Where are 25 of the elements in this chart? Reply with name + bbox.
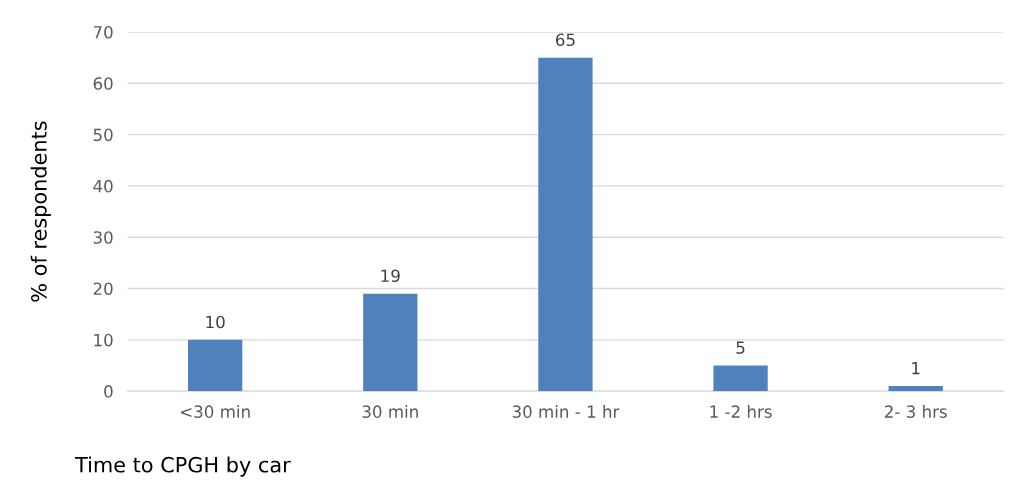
data-label: 10 — [206, 315, 225, 329]
x-tick-label: <30 min — [180, 405, 250, 418]
bar — [188, 339, 243, 392]
y-tick-label: 0 — [104, 385, 113, 398]
y-tick-label: 50 — [93, 128, 113, 142]
x-tick-label: 30 min — [362, 405, 418, 418]
data-label: 19 — [381, 269, 400, 283]
bar — [363, 293, 418, 392]
y-tick-label: 60 — [93, 77, 113, 90]
y-tick-label: 40 — [93, 179, 113, 193]
x-tick-label: 2- 3 hrs — [884, 405, 947, 418]
data-label: 1 — [912, 362, 920, 375]
x-axis-title: Time to CPGH by car — [74, 456, 291, 477]
y-tick-label: 20 — [93, 282, 113, 296]
bar — [888, 386, 943, 392]
data-label: 65 — [556, 33, 575, 47]
bar — [538, 57, 593, 392]
y-axis-title: % of respondents — [30, 121, 51, 302]
y-tick-label: 70 — [93, 25, 113, 39]
y-tick-label: 10 — [94, 333, 113, 347]
x-tick-label: 30 min - 1 hr — [512, 405, 620, 418]
data-label: 5 — [736, 341, 745, 354]
x-tick-label: 1 -2 hrs — [710, 405, 772, 418]
y-tick-label: 30 — [93, 231, 113, 244]
bar — [713, 365, 768, 392]
